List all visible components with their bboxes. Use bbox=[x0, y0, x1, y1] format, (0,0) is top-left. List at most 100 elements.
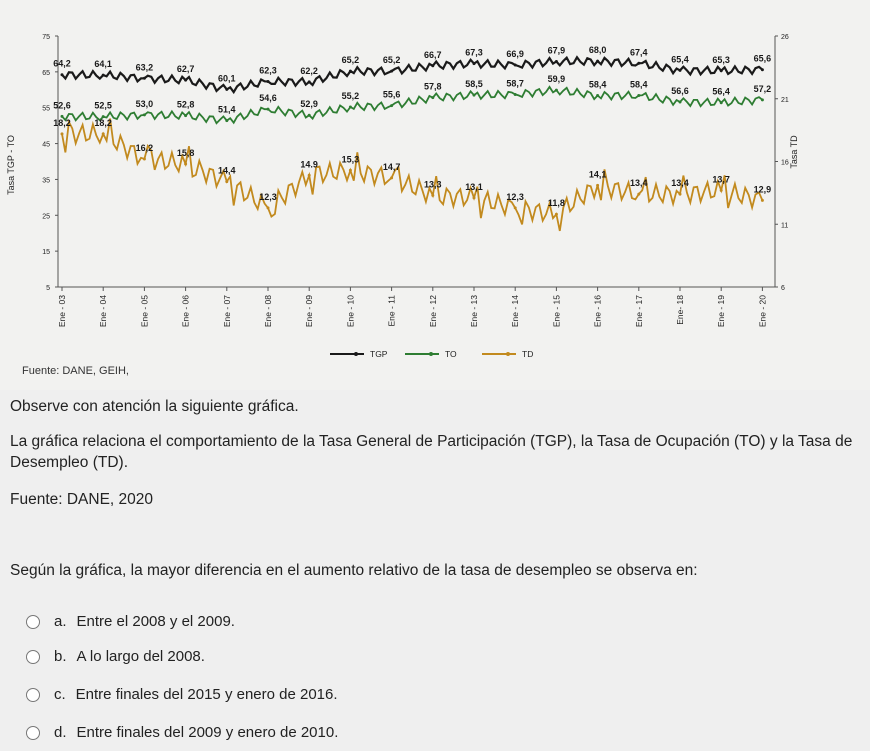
legend-label-TGP: TGP bbox=[370, 349, 388, 359]
series-line-TGP bbox=[61, 55, 764, 95]
right-axis-title: Tasa TD bbox=[789, 135, 799, 169]
data-label-TGP: 66,7 bbox=[424, 50, 442, 60]
data-label-TO: 57,8 bbox=[424, 82, 442, 92]
labor-rates-line-chart: 75 65 55 45 35 25 15 5 26 21 16 11 6 Tasa TGP - TO Tas… bbox=[6, 34, 799, 359]
data-label-TGP: 65,6 bbox=[754, 54, 772, 64]
source-note: Fuente: DANE, 2020 bbox=[10, 491, 154, 508]
data-label-TO: 58,4 bbox=[589, 80, 607, 90]
data-point-TO bbox=[719, 101, 723, 105]
data-point-TD bbox=[307, 173, 311, 177]
data-label-TO: 52,8 bbox=[177, 100, 195, 110]
data-label-TO: 58,7 bbox=[506, 78, 524, 88]
data-label-TGP: 65,2 bbox=[383, 55, 401, 65]
data-label-TO: 52,6 bbox=[53, 100, 71, 110]
x-tick-label: Ene - 16 bbox=[593, 295, 603, 327]
option-d[interactable]: d. Entre finales del 2009 y enero de 201… bbox=[26, 724, 338, 741]
data-point-TGP bbox=[719, 69, 723, 73]
legend-label-TD: TD bbox=[522, 349, 533, 359]
data-point-TGP bbox=[225, 87, 229, 91]
data-point-TGP bbox=[472, 62, 476, 66]
x-tick-label: Ene - 20 bbox=[757, 295, 767, 327]
data-label-TO: 56,4 bbox=[712, 87, 730, 97]
data-point-TD bbox=[760, 198, 764, 202]
data-point-TD bbox=[637, 192, 641, 196]
data-label-TO: 58,4 bbox=[630, 80, 648, 90]
data-point-TO bbox=[472, 93, 476, 97]
data-label-TGP: 65,2 bbox=[342, 55, 360, 65]
data-point-TD bbox=[348, 168, 352, 172]
option-letter: b. bbox=[54, 648, 67, 665]
data-point-TD bbox=[390, 176, 394, 180]
data-point-TGP bbox=[348, 69, 352, 73]
data-label-TO: 58,5 bbox=[465, 79, 483, 89]
data-label-TO: 55,2 bbox=[342, 91, 360, 101]
instruction-text: Observe con atención la siguiente gráfic… bbox=[10, 398, 299, 415]
data-point-TD bbox=[554, 212, 558, 216]
left-tick-label: 45 bbox=[42, 142, 50, 149]
data-label-TGP: 67,4 bbox=[630, 47, 648, 57]
data-label-TD: 13,4 bbox=[671, 178, 689, 188]
data-label-TO: 52,9 bbox=[300, 99, 318, 109]
data-point-TGP bbox=[101, 73, 105, 77]
left-tick-label: 75 bbox=[42, 34, 50, 41]
option-label: Entre el 2008 y el 2009. bbox=[76, 613, 235, 630]
option-a[interactable]: a. Entre el 2008 y el 2009. bbox=[26, 613, 235, 630]
data-label-TGP: 62,7 bbox=[177, 64, 195, 74]
data-label-TGP: 67,3 bbox=[465, 48, 483, 58]
left-tick-label: 35 bbox=[42, 177, 50, 184]
data-point-TGP bbox=[637, 61, 641, 65]
x-tick-label: Ene - 05 bbox=[139, 295, 149, 327]
series-line-TO bbox=[61, 85, 763, 125]
data-point-TO bbox=[307, 113, 311, 117]
data-label-TD: 15,3 bbox=[342, 154, 360, 164]
legend-label-TO: TO bbox=[445, 349, 457, 359]
option-b[interactable]: b. A lo largo del 2008. bbox=[26, 648, 205, 665]
radio-d[interactable] bbox=[26, 725, 40, 740]
radio-a[interactable] bbox=[26, 614, 40, 629]
radio-b[interactable] bbox=[26, 649, 40, 664]
legend-marker-TO bbox=[429, 352, 433, 356]
left-axis-title: Tasa TGP - TO bbox=[6, 135, 16, 195]
data-point-TGP bbox=[760, 68, 764, 72]
option-letter: c. bbox=[54, 686, 66, 703]
data-point-TD bbox=[431, 193, 435, 197]
x-tick-label: Ene - 12 bbox=[428, 295, 438, 327]
x-tick-label: Ene - 10 bbox=[345, 295, 355, 327]
chart-source: Fuente: DANE, GEIH, bbox=[22, 365, 129, 377]
data-point-TO bbox=[101, 115, 105, 119]
data-label-TGP: 64,1 bbox=[94, 59, 112, 69]
data-point-TO bbox=[184, 114, 188, 118]
data-label-TGP: 63,2 bbox=[136, 62, 154, 72]
data-label-TGP: 65,4 bbox=[671, 54, 689, 64]
chart-panel: 75 65 55 45 35 25 15 5 26 21 16 11 6 Tasa TGP - TO Tas… bbox=[6, 34, 799, 377]
x-tick-label: Ene - 17 bbox=[634, 295, 644, 327]
data-point-TGP bbox=[60, 73, 64, 77]
option-label: Entre finales del 2015 y enero de 2016. bbox=[75, 686, 338, 703]
data-label-TD: 14,1 bbox=[589, 169, 607, 179]
data-point-TD bbox=[719, 188, 723, 192]
data-label-TD: 13,1 bbox=[465, 182, 483, 192]
data-point-TGP bbox=[266, 80, 270, 84]
legend-marker-TGP bbox=[354, 352, 358, 356]
data-label-TD: 12,3 bbox=[506, 192, 524, 202]
data-point-TGP bbox=[307, 80, 311, 84]
data-point-TO bbox=[225, 119, 229, 123]
right-tick-label: 11 bbox=[781, 222, 788, 229]
data-label-TGP: 65,3 bbox=[712, 55, 730, 65]
option-c[interactable]: c. Entre finales del 2015 y enero de 201… bbox=[26, 686, 338, 703]
data-label-TD: 13,3 bbox=[424, 179, 442, 189]
radio-c[interactable] bbox=[26, 687, 40, 702]
data-point-TD bbox=[225, 180, 229, 184]
data-point-TD bbox=[596, 183, 600, 187]
data-label-TGP: 67,9 bbox=[548, 45, 566, 55]
data-point-TGP bbox=[678, 68, 682, 72]
data-point-TGP bbox=[142, 76, 146, 80]
data-label-TO: 56,6 bbox=[671, 86, 689, 96]
data-label-TO: 51,4 bbox=[218, 105, 236, 115]
chart-description: La gráfica relaciona el comportamiento d… bbox=[10, 433, 853, 471]
data-label-TO: 55,6 bbox=[383, 90, 401, 100]
data-label-TD: 11,8 bbox=[548, 198, 565, 208]
data-point-TD bbox=[60, 132, 64, 136]
data-point-TO bbox=[266, 107, 270, 111]
right-tick-label: 21 bbox=[781, 97, 789, 104]
